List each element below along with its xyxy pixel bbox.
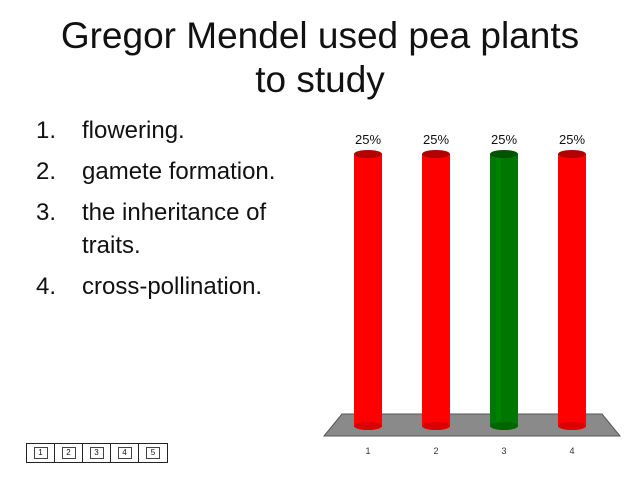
- bar-body: [490, 154, 518, 426]
- data-label: 25%: [423, 132, 449, 147]
- bar-highlight: [564, 154, 569, 426]
- title-line-2: to study: [255, 59, 385, 100]
- bar: [558, 150, 586, 430]
- choice-text: flowering.: [82, 117, 185, 144]
- keypad-key: 1: [27, 444, 55, 462]
- response-keypad: 1 2 3 4 5: [26, 443, 168, 463]
- choice-number: 3.: [36, 199, 57, 226]
- bar-group: [354, 150, 586, 430]
- bar-body: [558, 154, 586, 426]
- bar-top-cap: [558, 150, 586, 158]
- x-tick-label: 2: [433, 446, 438, 456]
- keypad-key: 3: [83, 444, 111, 462]
- title-line-1: Gregor Mendel used pea plants: [60, 15, 580, 56]
- x-tick-label: 4: [569, 446, 574, 456]
- data-label: 25%: [491, 132, 517, 147]
- bar-body: [354, 154, 382, 426]
- bar: [422, 150, 450, 430]
- bar-bottom-cap: [354, 422, 382, 430]
- data-label: 25%: [355, 132, 381, 147]
- response-bar-chart: 25% 25% 25% 25% 1 2 3 4: [322, 132, 622, 456]
- choice-text: the inheritance of traits.: [82, 199, 267, 259]
- bar-top-cap: [422, 150, 450, 158]
- slide-title: Gregor Mendel used pea plants to study: [0, 14, 640, 102]
- data-label: 25%: [559, 132, 585, 147]
- bar-body: [422, 154, 450, 426]
- keypad-key: 4: [111, 444, 139, 462]
- choice-text: cross-pollination.: [82, 273, 263, 300]
- bar-highlight: [360, 154, 365, 426]
- bar-top-cap: [354, 150, 382, 158]
- choice-number: 2.: [36, 158, 57, 185]
- choice-item: 4. cross-pollination.: [36, 270, 322, 303]
- bar-bottom-cap: [490, 422, 518, 430]
- keypad-key: 5: [139, 444, 167, 462]
- choice-number: 4.: [36, 273, 57, 300]
- bar-bottom-cap: [422, 422, 450, 430]
- bar: [490, 150, 518, 430]
- bar: [354, 150, 382, 430]
- bar-highlight: [496, 154, 501, 426]
- keypad-key: 2: [55, 444, 83, 462]
- x-tick-label: 1: [365, 446, 370, 456]
- choice-item: 1. flowering.: [36, 114, 322, 147]
- bar-bottom-cap: [558, 422, 586, 430]
- x-tick-label: 3: [501, 446, 506, 456]
- choice-item: 3. the inheritance of traits.: [36, 196, 322, 262]
- choice-text: gamete formation.: [82, 158, 276, 185]
- choice-number: 1.: [36, 117, 57, 144]
- answer-choices: 1. flowering. 2. gamete formation. 3. th…: [36, 114, 322, 311]
- bar-highlight: [428, 154, 433, 426]
- choice-item: 2. gamete formation.: [36, 155, 322, 188]
- tick-label-group: 1 2 3 4: [365, 446, 574, 456]
- data-label-group: 25% 25% 25% 25%: [355, 132, 585, 147]
- bar-top-cap: [490, 150, 518, 158]
